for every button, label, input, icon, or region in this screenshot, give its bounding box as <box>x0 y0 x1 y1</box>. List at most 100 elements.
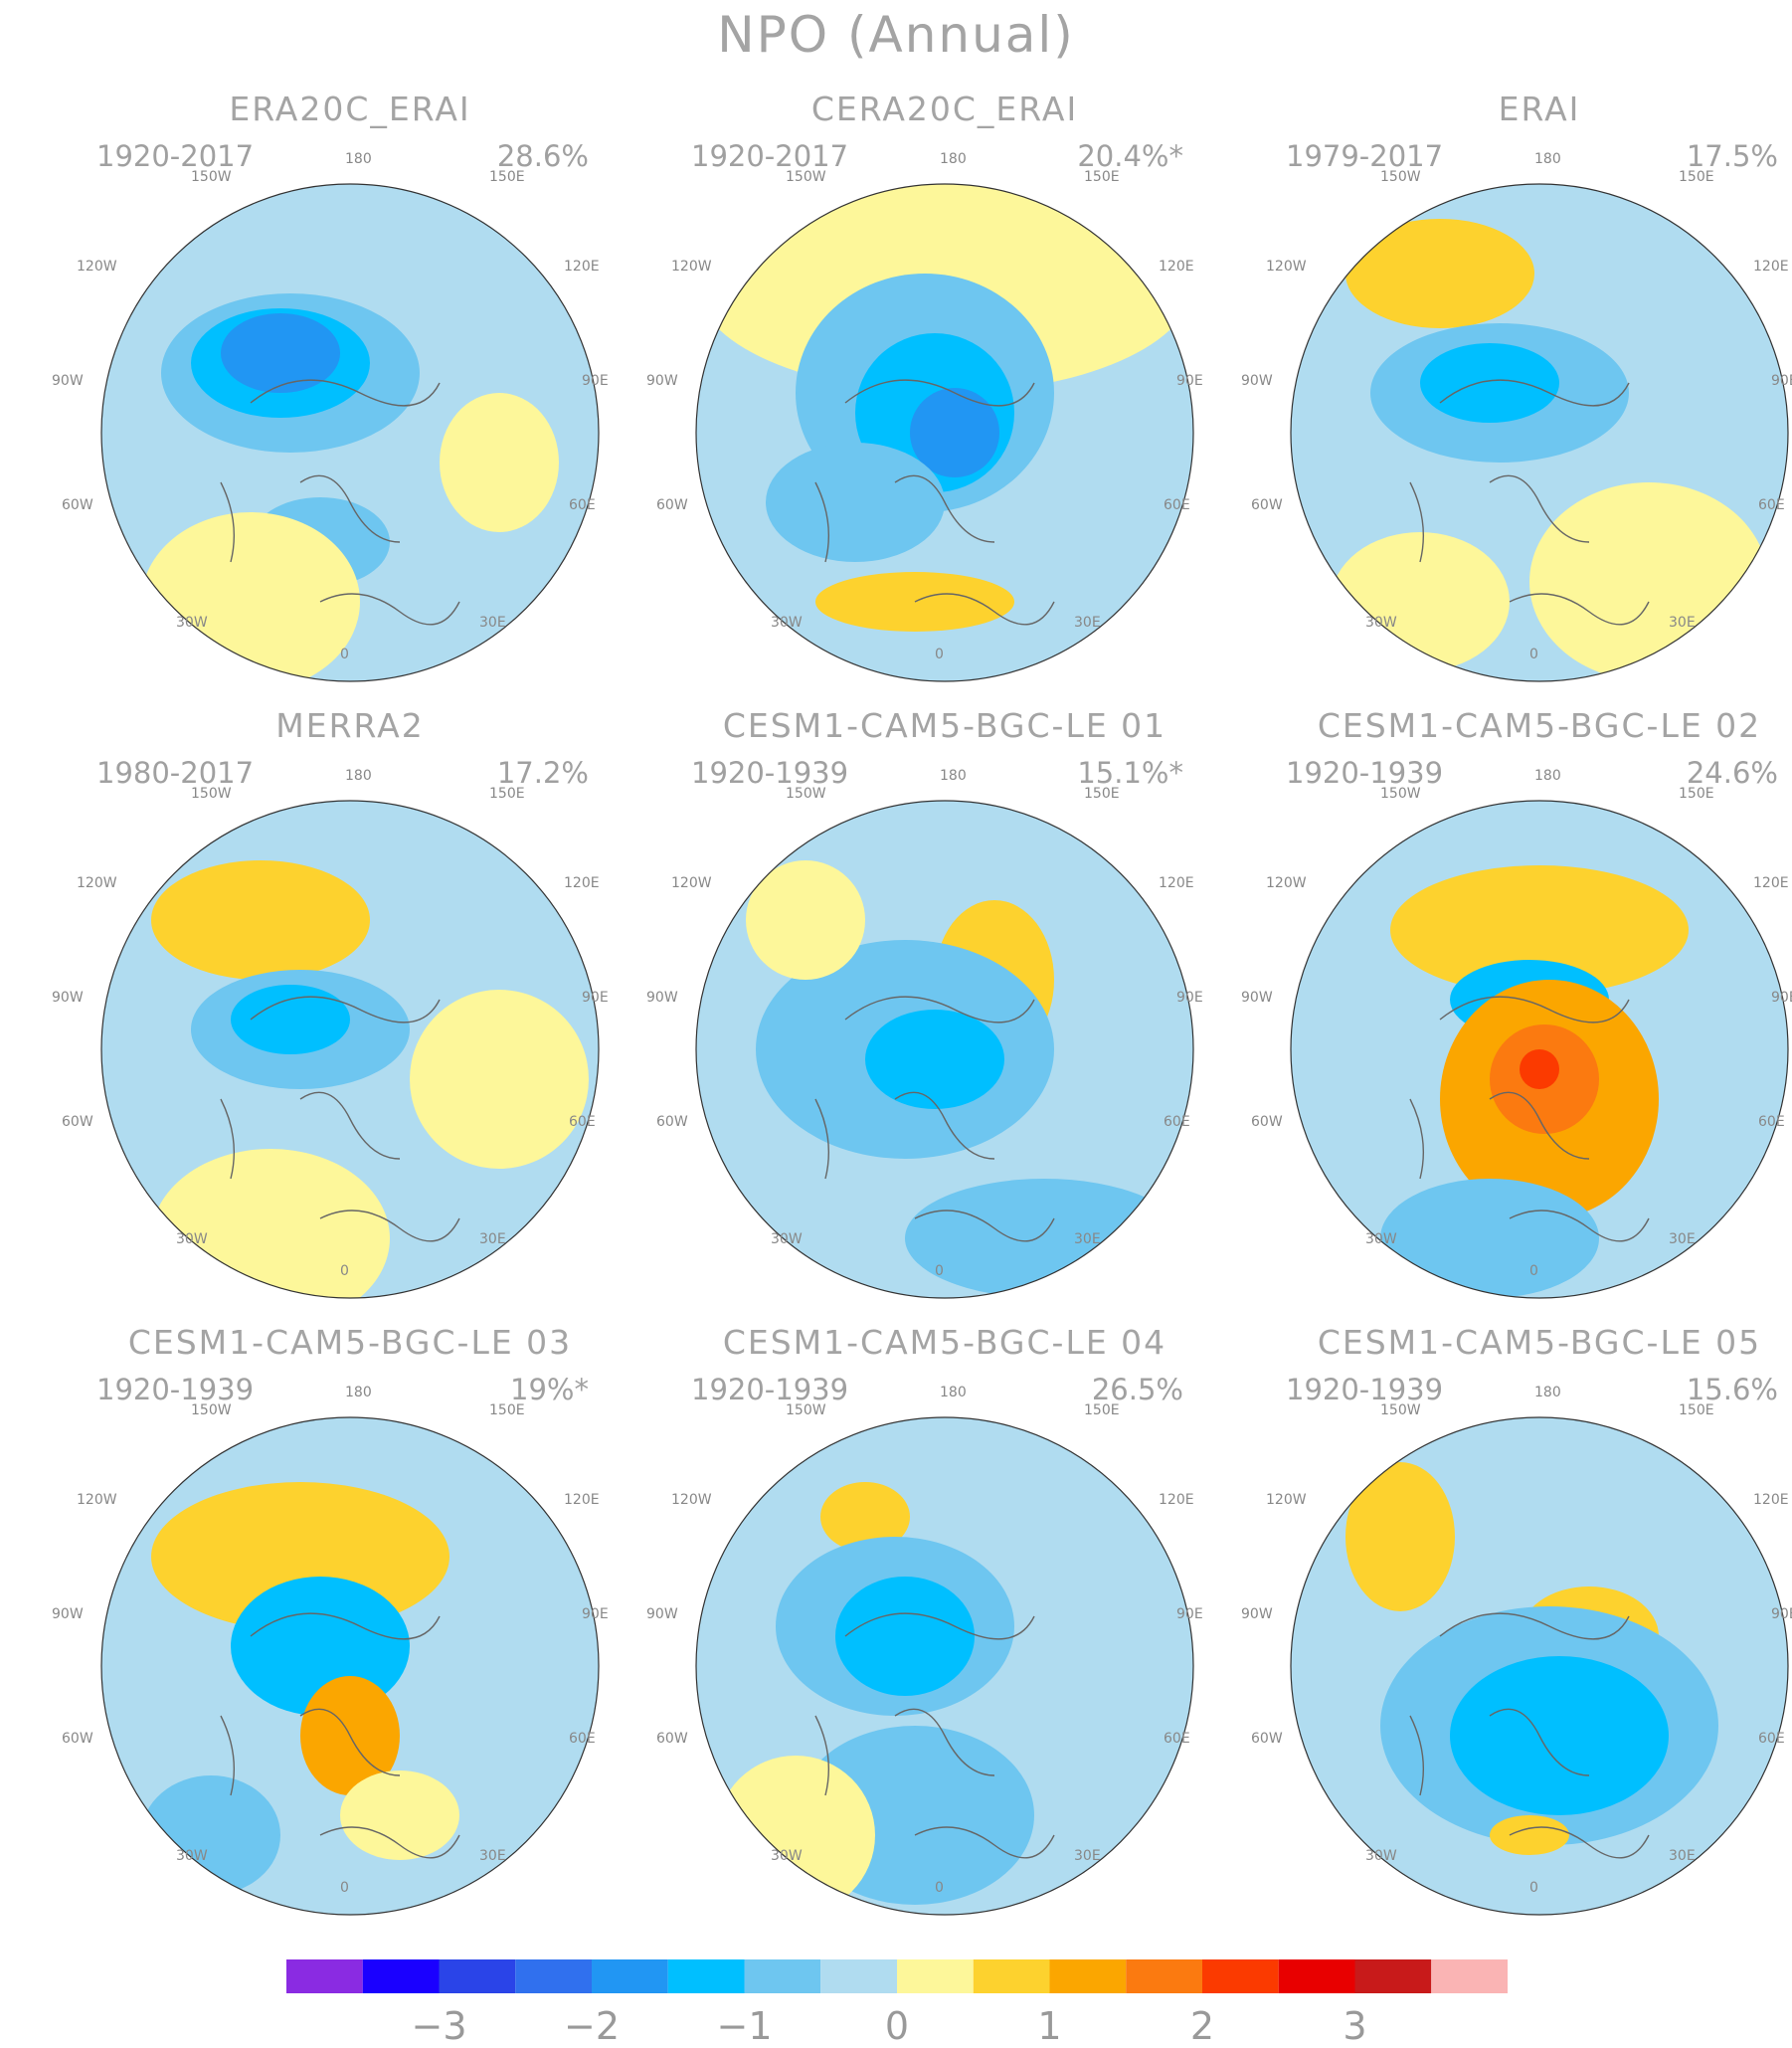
longitude-label: 90E <box>1176 373 1203 389</box>
colorbar-swatch <box>744 1959 821 1993</box>
longitude-label: 90E <box>1771 1606 1792 1622</box>
longitude-label: 30E <box>479 615 506 631</box>
longitude-label: 120E <box>1753 1492 1789 1508</box>
colorbar-swatch <box>1354 1959 1432 1993</box>
longitude-label: 0 <box>1529 1880 1538 1896</box>
coastline <box>814 379 1055 626</box>
panel-period: 1980-2017 <box>96 756 255 790</box>
longitude-label: 90W <box>52 990 84 1006</box>
panel-period: 1920-1939 <box>691 1373 849 1406</box>
colorbar-swatch <box>667 1959 745 1993</box>
colorbar-swatch <box>439 1959 516 1993</box>
coastline <box>220 379 460 626</box>
figure-title: NPO (Annual) <box>717 6 1075 64</box>
contour-fill-region <box>151 860 370 980</box>
longitude-label: 120W <box>77 1492 117 1508</box>
longitude-label: 60E <box>1164 497 1190 513</box>
longitude-label: 30W <box>1365 1231 1397 1247</box>
longitude-label: 90E <box>582 990 609 1006</box>
longitude-label: 90W <box>52 373 84 389</box>
longitude-label: 150E <box>1084 1402 1120 1418</box>
polar-stereographic-map <box>100 800 600 1299</box>
panel-period: 1920-1939 <box>1286 1373 1444 1406</box>
longitude-label: 120E <box>1753 875 1789 891</box>
colorbar-swatch <box>286 1959 363 1993</box>
colorbar-swatch <box>1049 1959 1127 1993</box>
panel-variance-percent: 15.6% <box>1686 1373 1778 1406</box>
colorbar-tick-label: 3 <box>1343 2004 1367 2048</box>
contour-fill-region <box>1490 1815 1569 1855</box>
longitude-label: 90W <box>646 373 678 389</box>
contour-fill-region <box>440 393 559 532</box>
longitude-label: 90W <box>646 990 678 1006</box>
coastline <box>1409 996 1650 1242</box>
map-panel: CESM1-CAM5-BGC-LE 05 1920-1939 15.6% 180 150… <box>1241 1323 1792 1940</box>
colorbar-tick-label: −3 <box>411 2004 467 2048</box>
coastline <box>220 1612 460 1859</box>
contour-fill-region <box>231 985 350 1054</box>
longitude-label: 30E <box>479 1848 506 1864</box>
longitude-label: 30E <box>1074 615 1101 631</box>
panel-variance-percent: 17.2% <box>496 756 589 790</box>
longitude-label: 120E <box>564 875 600 891</box>
longitude-label: 120E <box>1159 1492 1194 1508</box>
longitude-label: 180 <box>1534 768 1561 784</box>
longitude-label: 150W <box>786 1402 826 1418</box>
longitude-label: 30W <box>1365 615 1397 631</box>
longitude-label: 120E <box>1753 259 1789 275</box>
longitude-label: 150W <box>1380 786 1421 802</box>
polar-stereographic-map <box>695 1416 1194 1916</box>
longitude-label: 60E <box>569 497 596 513</box>
coastline <box>1409 1612 1650 1859</box>
longitude-label: 150E <box>489 1402 525 1418</box>
contour-fill-region <box>1520 1049 1559 1089</box>
panel-title: CESM1-CAM5-BGC-LE 03 <box>127 1323 573 1362</box>
longitude-label: 30E <box>1074 1231 1101 1247</box>
map-panel: CESM1-CAM5-BGC-LE 03 1920-1939 19%* 180 150W… <box>52 1323 648 1940</box>
longitude-label: 30W <box>771 615 803 631</box>
panel-title: CESM1-CAM5-BGC-LE 05 <box>1317 1323 1762 1362</box>
longitude-label: 150W <box>786 169 826 185</box>
longitude-label: 120W <box>671 875 712 891</box>
longitude-label: 120E <box>564 1492 600 1508</box>
map-boundary <box>1290 183 1789 682</box>
colorbar-tick-label: −1 <box>716 2004 773 2048</box>
longitude-label: 120E <box>1159 875 1194 891</box>
longitude-label: 0 <box>1529 647 1538 662</box>
longitude-label: 120E <box>1159 259 1194 275</box>
longitude-label: 0 <box>935 1880 944 1896</box>
longitude-label: 180 <box>1534 1385 1561 1400</box>
longitude-label: 30E <box>1669 1231 1696 1247</box>
contour-fill-region <box>221 313 340 393</box>
longitude-label: 0 <box>935 647 944 662</box>
longitude-label: 0 <box>340 1263 349 1279</box>
polar-stereographic-map <box>695 183 1194 682</box>
longitude-label: 150E <box>1679 1402 1714 1418</box>
longitude-label: 90E <box>1771 373 1792 389</box>
longitude-label: 90W <box>1241 990 1273 1006</box>
panel-title: ERA20C_ERAI <box>229 90 471 128</box>
colorbar-swatch <box>1126 1959 1202 1993</box>
coastline <box>814 996 1055 1242</box>
longitude-label: 60W <box>62 497 93 513</box>
panel-period: 1920-2017 <box>691 139 849 173</box>
panel-variance-percent: 24.6% <box>1686 756 1778 790</box>
polar-stereographic-map <box>100 1416 600 1916</box>
longitude-label: 90W <box>1241 1606 1273 1622</box>
panel-title: CESM1-CAM5-BGC-LE 02 <box>1317 706 1762 745</box>
panel-title: CESM1-CAM5-BGC-LE 04 <box>722 1323 1167 1362</box>
longitude-label: 90E <box>1771 990 1792 1006</box>
longitude-label: 150W <box>191 1402 232 1418</box>
panel-variance-percent: 17.5% <box>1686 139 1778 173</box>
contour-fill-region <box>746 860 865 980</box>
contour-fill-region <box>1345 219 1534 328</box>
map-boundary <box>695 1416 1194 1916</box>
map-boundary <box>695 183 1194 682</box>
contour-fill-region <box>1529 482 1768 681</box>
longitude-label: 30W <box>771 1231 803 1247</box>
longitude-label: 60E <box>1758 1731 1785 1747</box>
longitude-label: 120W <box>77 259 117 275</box>
colorbar-swatch <box>820 1959 897 1993</box>
map-boundary <box>100 1416 600 1916</box>
colorbar-swatch <box>515 1959 592 1993</box>
